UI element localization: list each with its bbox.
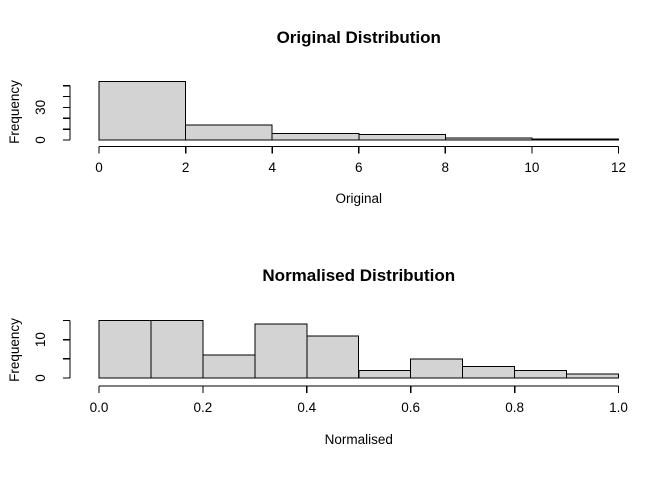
x-tick-label: 0 — [95, 160, 103, 175]
x-tick-label: 0.4 — [297, 400, 316, 415]
chart-title: Normalised Distribution — [262, 266, 455, 285]
y-axis-label: Frequency — [7, 80, 22, 144]
histogram-bar — [271, 133, 360, 141]
x-tick-label: 1.0 — [609, 400, 628, 415]
histogram-bar — [444, 137, 533, 141]
histogram-bar — [150, 319, 204, 379]
histogram-bar — [98, 319, 152, 379]
x-tick-label: 12 — [611, 160, 626, 175]
histogram-bar — [462, 366, 516, 379]
x-tick-label: 2 — [182, 160, 190, 175]
chart-title: Original Distribution — [277, 28, 441, 47]
x-axis-label: Original — [335, 191, 382, 206]
x-tick-label: 4 — [268, 160, 276, 175]
y-axis-label: Frequency — [7, 318, 22, 382]
x-tick-label: 6 — [355, 160, 363, 175]
x-axis-label: Normalised — [325, 432, 393, 447]
y-tick-label: 0 — [33, 374, 48, 382]
x-tick-label: 0.0 — [90, 400, 109, 415]
x-tick-label: 0.2 — [194, 400, 213, 415]
histogram-bar — [358, 369, 412, 379]
histogram-bar — [531, 138, 620, 141]
histogram-bar — [566, 373, 619, 379]
x-tick-label: 0.6 — [401, 400, 420, 415]
histogram-bar — [254, 323, 308, 379]
y-tick-label: 10 — [33, 332, 48, 347]
histogram-bar — [410, 358, 464, 379]
x-tick-label: 0.8 — [505, 400, 524, 415]
y-tick-label: 30 — [33, 100, 48, 115]
x-tick-label: 10 — [524, 160, 539, 175]
histogram-bar — [306, 335, 360, 379]
histogram-bar — [185, 124, 273, 141]
histogram-bar — [202, 354, 256, 379]
x-tick-label: 8 — [442, 160, 450, 175]
y-tick-label: 0 — [33, 136, 48, 144]
histogram-bar — [358, 134, 446, 141]
normalised-distribution-histogram: Normalised Distribution 0 10 0.0 0.2 0.4 0.6 0.… — [7, 266, 628, 447]
histogram-bar — [514, 369, 567, 379]
histogram-bar — [98, 80, 187, 141]
original-distribution-histogram: Original Distribution 0 30 0 2 4 6 8 10 12 Origina… — [7, 28, 626, 206]
